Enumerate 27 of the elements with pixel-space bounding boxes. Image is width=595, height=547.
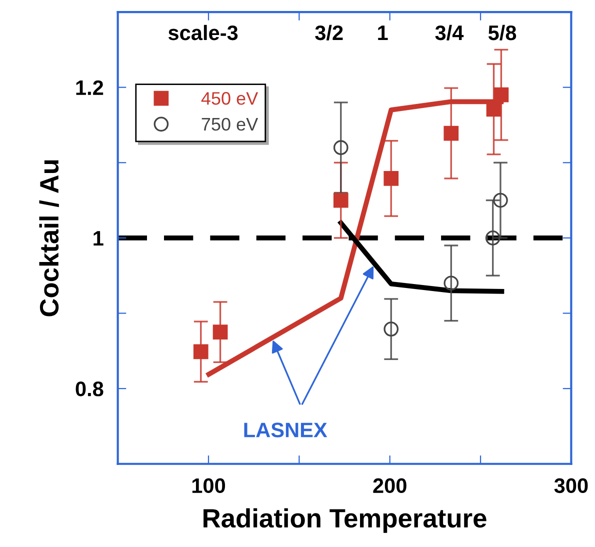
- legend-label: 450 eV: [201, 92, 258, 105]
- y-axis-title: Cocktail / Au: [39, 160, 59, 316]
- point: [193, 344, 208, 360]
- annotation: 1: [378, 26, 388, 40]
- point: [494, 87, 509, 102]
- y-tick-label: 1: [94, 231, 104, 246]
- x-tick-label: 300: [554, 478, 588, 494]
- point: [384, 171, 399, 186]
- point: [333, 192, 348, 208]
- annotation: 5/8: [488, 24, 516, 40]
- point: [384, 322, 399, 336]
- annotation: 3/2: [315, 24, 343, 40]
- point: [444, 276, 459, 291]
- y-tick-label: 1.2: [76, 80, 104, 95]
- point: [493, 192, 508, 208]
- x-tick-label: 200: [373, 478, 406, 494]
- legend-label: 750 eV: [202, 118, 258, 131]
- point: [485, 230, 500, 246]
- point: [444, 126, 459, 141]
- point: [212, 324, 228, 340]
- x-axis-title: Radiation Temperature: [204, 508, 486, 533]
- y-tick-label: 0.8: [76, 382, 104, 396]
- x-tick-label: 100: [192, 478, 226, 494]
- annotation: 3/4: [435, 24, 464, 40]
- point: [333, 140, 348, 156]
- annotation: scale-3: [168, 24, 238, 40]
- annotation: LASNEX: [244, 422, 328, 438]
